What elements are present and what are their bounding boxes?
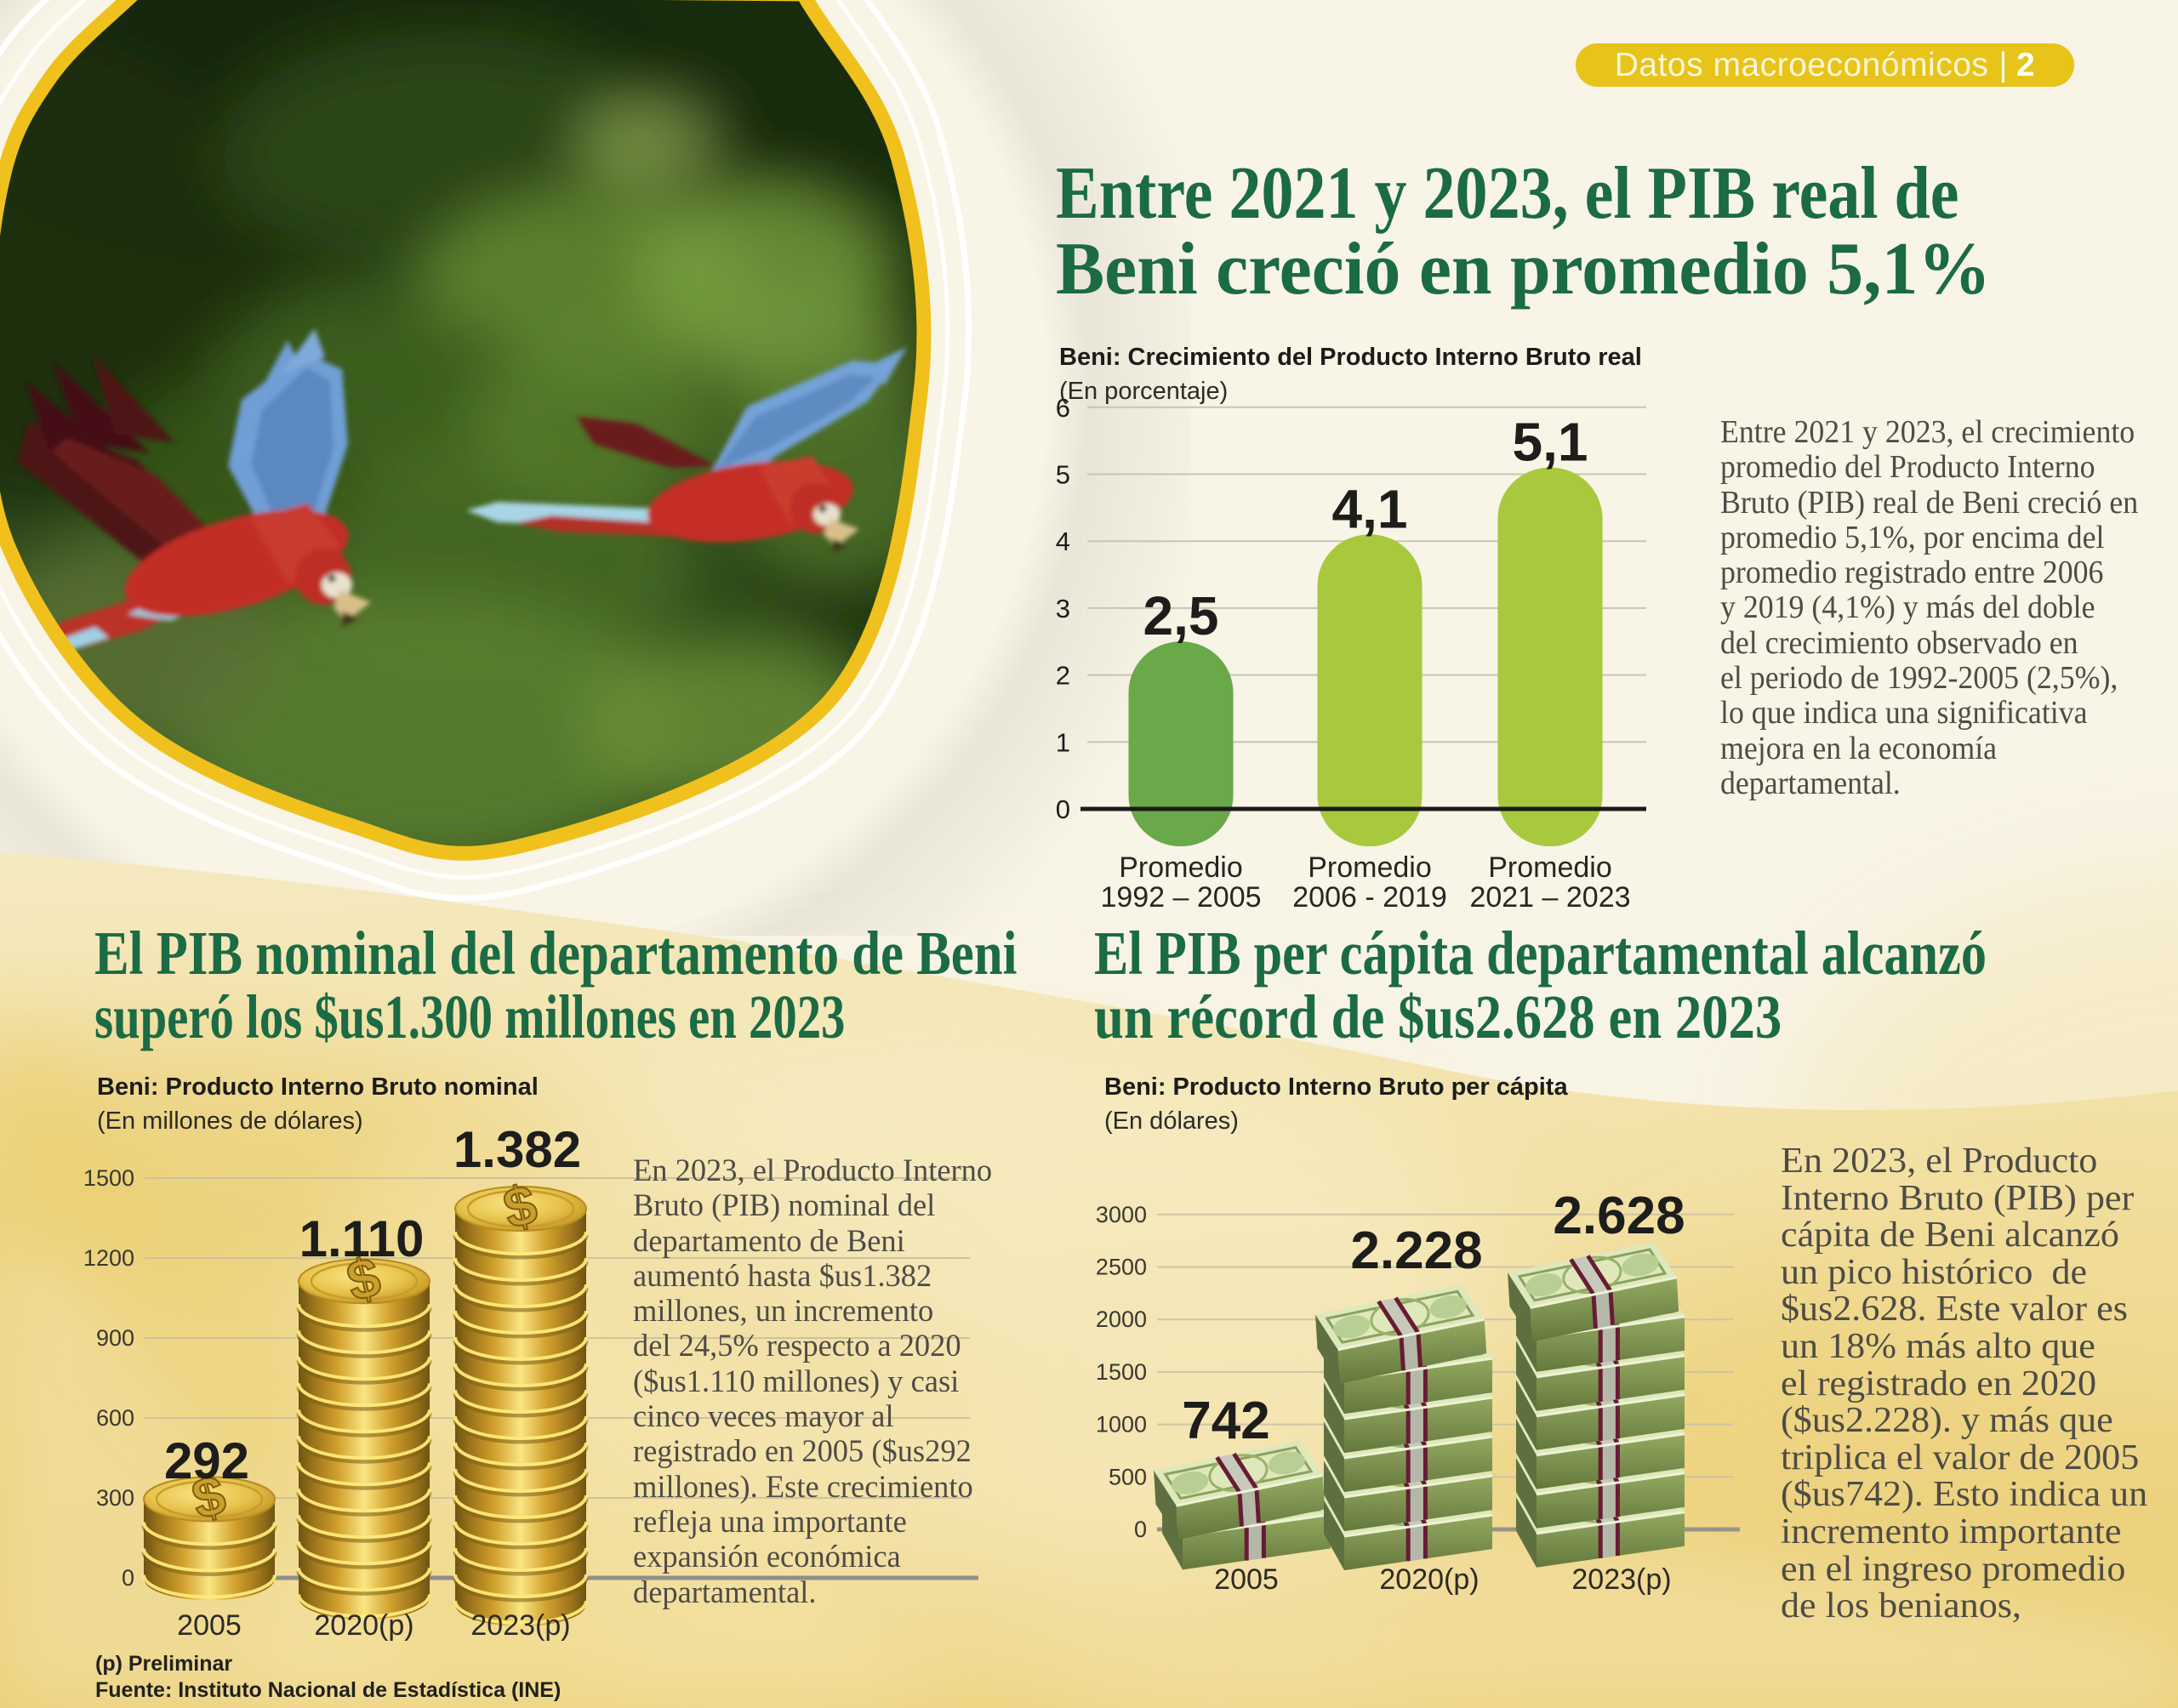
svg-text:500: 500 bbox=[1109, 1464, 1147, 1489]
svg-text:2: 2 bbox=[1056, 661, 1070, 691]
svg-text:1: 1 bbox=[1056, 727, 1070, 757]
svg-text:1500: 1500 bbox=[83, 1165, 134, 1191]
svg-text:600: 600 bbox=[96, 1405, 134, 1431]
svg-text:3: 3 bbox=[1056, 594, 1070, 623]
svg-text:900: 900 bbox=[96, 1325, 134, 1351]
svg-text:1.382: 1.382 bbox=[453, 1121, 581, 1178]
svg-text:1992 – 2005: 1992 – 2005 bbox=[1100, 881, 1261, 914]
svg-text:1000: 1000 bbox=[1096, 1412, 1147, 1438]
svg-text:2020(p): 2020(p) bbox=[314, 1609, 413, 1642]
svg-text:2.228: 2.228 bbox=[1350, 1221, 1482, 1280]
svg-text:1200: 1200 bbox=[83, 1245, 134, 1271]
svg-text:0: 0 bbox=[122, 1565, 134, 1591]
svg-text:2,5: 2,5 bbox=[1143, 585, 1219, 646]
svg-text:0: 0 bbox=[1134, 1517, 1147, 1542]
svg-text:2023(p): 2023(p) bbox=[470, 1609, 570, 1642]
svg-text:Promedio: Promedio bbox=[1119, 851, 1243, 884]
svg-text:2500: 2500 bbox=[1096, 1255, 1147, 1280]
svg-text:2000: 2000 bbox=[1096, 1307, 1147, 1332]
svg-text:4: 4 bbox=[1056, 527, 1070, 556]
svg-text:Promedio: Promedio bbox=[1488, 851, 1612, 884]
svg-text:2005: 2005 bbox=[177, 1609, 242, 1642]
svg-text:2006 - 2019: 2006 - 2019 bbox=[1292, 881, 1447, 914]
svg-text:300: 300 bbox=[96, 1485, 134, 1511]
svg-text:2021 – 2023: 2021 – 2023 bbox=[1469, 881, 1630, 914]
svg-text:2020(p): 2020(p) bbox=[1379, 1563, 1479, 1596]
svg-text:4,1: 4,1 bbox=[1332, 478, 1408, 539]
svg-text:2005: 2005 bbox=[1214, 1563, 1279, 1596]
svg-text:292: 292 bbox=[164, 1432, 249, 1489]
svg-text:2.628: 2.628 bbox=[1553, 1187, 1685, 1245]
svg-text:2023(p): 2023(p) bbox=[1571, 1563, 1671, 1596]
svg-text:6: 6 bbox=[1056, 393, 1070, 423]
svg-text:5: 5 bbox=[1056, 460, 1070, 490]
svg-text:3000: 3000 bbox=[1096, 1202, 1147, 1227]
svg-text:0: 0 bbox=[1056, 794, 1070, 824]
svg-text:1.110: 1.110 bbox=[299, 1210, 425, 1267]
svg-text:Promedio: Promedio bbox=[1308, 851, 1432, 884]
svg-text:1500: 1500 bbox=[1096, 1359, 1147, 1385]
svg-text:5,1: 5,1 bbox=[1513, 412, 1588, 473]
svg-text:742: 742 bbox=[1182, 1392, 1269, 1450]
